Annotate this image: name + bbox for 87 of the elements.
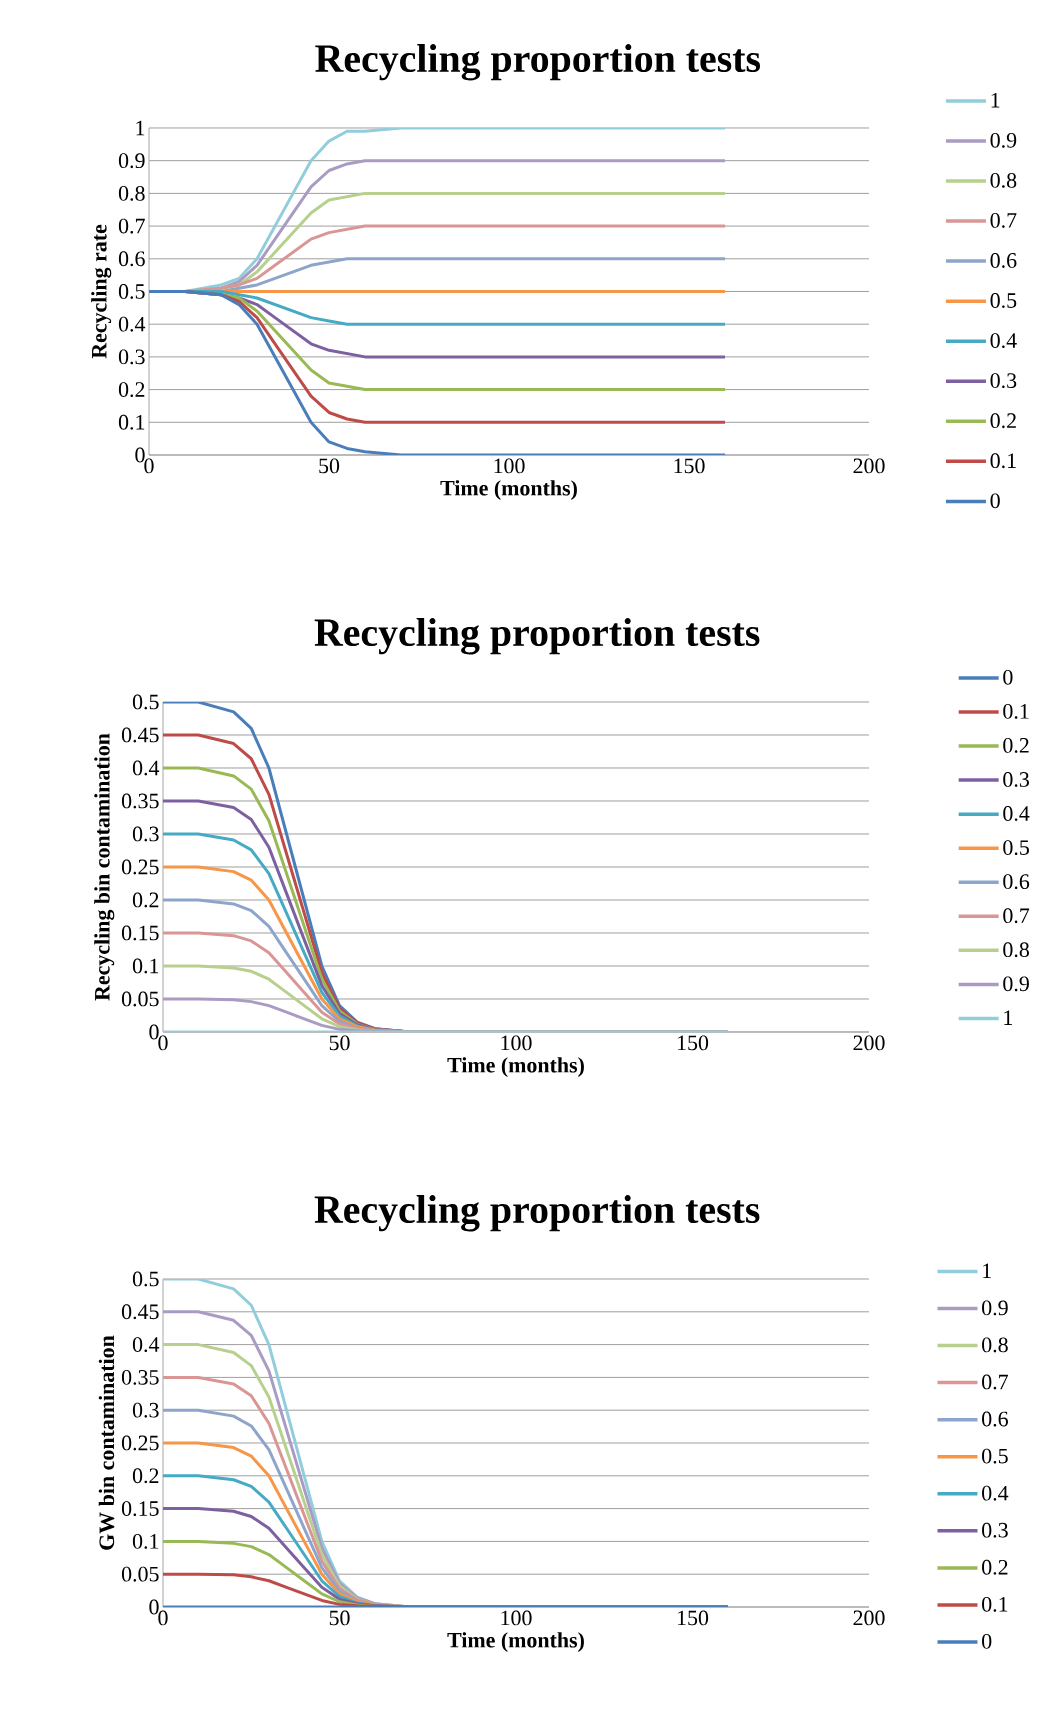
- y-tick-label: 0.8: [118, 185, 145, 201]
- x-tick-label: 150: [677, 1610, 709, 1626]
- y-tick-label: 0.5: [132, 1271, 159, 1287]
- legend-label: 0.6: [990, 253, 1017, 268]
- legend-label: 0.1: [982, 1596, 1008, 1612]
- y-tick-label: 0.7: [118, 218, 145, 234]
- y-tick-label: 0.3: [118, 349, 145, 365]
- x-tick-label: 100: [494, 458, 525, 474]
- legend-label: 0: [982, 1633, 992, 1649]
- y-tick-label: 0.3: [132, 826, 159, 842]
- legend-label: 0.5: [982, 1448, 1008, 1464]
- y-tick-label: 0: [135, 447, 145, 463]
- y-axis-title: GW bin contamination: [98, 1335, 115, 1550]
- y-tick-label: 0.4: [132, 760, 160, 776]
- y-tick-label: 0.45: [121, 1304, 159, 1320]
- y-tick-label: 0.15: [121, 925, 159, 941]
- y-tick-label: 0.2: [132, 1468, 159, 1484]
- y-axis-title: Recycling bin contamination: [94, 733, 115, 1001]
- y-tick-label: 0: [149, 1599, 159, 1615]
- y-tick-label: 0.45: [121, 727, 159, 743]
- legend-label: 1: [991, 92, 1000, 108]
- y-tick-label: 0.5: [118, 284, 145, 299]
- x-tick-label: 200: [853, 458, 885, 474]
- legend-label: 0.1: [1003, 703, 1029, 719]
- legend-label: 0.2: [1003, 737, 1029, 753]
- x-tick-label: 50: [319, 458, 340, 474]
- x-tick-label: 200: [853, 1610, 885, 1626]
- y-tick-label: 0.1: [132, 958, 159, 974]
- legend-label: 0.7: [990, 212, 1017, 228]
- x-tick-label: 50: [329, 1610, 350, 1626]
- y-tick-label: 0.15: [121, 1501, 159, 1517]
- legend-label: 0.6: [982, 1411, 1008, 1427]
- legend-label: 0.7: [1003, 908, 1030, 924]
- legend-label: 1: [1004, 1010, 1013, 1025]
- legend-label: 0.2: [982, 1559, 1008, 1575]
- legend-label: 0.9: [1003, 976, 1029, 992]
- legend-label: 0.7: [982, 1374, 1008, 1390]
- legend-label: 1: [983, 1263, 991, 1278]
- x-tick-label: 150: [674, 458, 705, 474]
- x-tick-label: 100: [501, 1610, 532, 1626]
- legend-label: 0.6: [1003, 874, 1030, 890]
- chart-title: Recycling proportion tests: [315, 44, 761, 81]
- legend-label: 0.5: [990, 293, 1017, 308]
- legend-label: 0.8: [990, 172, 1017, 188]
- x-tick-label: 150: [677, 1035, 709, 1051]
- legend-label: 0.8: [982, 1337, 1008, 1353]
- y-tick-label: 0.05: [121, 991, 159, 1007]
- legend-label: 0.4: [990, 333, 1017, 349]
- y-tick-label: 0.35: [121, 1369, 159, 1385]
- legend-label: 0.8: [1003, 942, 1029, 958]
- y-tick-label: 0.6: [118, 251, 145, 267]
- legend-label: 0.4: [1003, 806, 1030, 821]
- x-tick-label: 100: [501, 1035, 532, 1051]
- x-tick-label: 200: [853, 1035, 885, 1051]
- x-tick-label: 50: [329, 1035, 350, 1051]
- y-axis-title: Recycling rate: [91, 224, 112, 359]
- y-tick-label: 0.3: [132, 1402, 159, 1418]
- y-tick-label: 0: [149, 1024, 159, 1040]
- legend-label: 0.3: [1003, 772, 1029, 787]
- chart-title: Recycling proportion tests: [314, 618, 760, 655]
- y-tick-label: 0.4: [118, 316, 146, 332]
- legend-label: 0.3: [990, 373, 1017, 389]
- legend-label: 0.1: [990, 453, 1016, 469]
- y-tick-label: 0.05: [121, 1566, 159, 1582]
- legend-label: 0: [990, 493, 1000, 509]
- x-axis-title: Time (months): [447, 1057, 584, 1078]
- chart-title: Recycling proportion tests: [314, 1195, 760, 1232]
- y-tick-label: 0.25: [121, 1435, 159, 1451]
- y-tick-label: 0.2: [132, 892, 159, 908]
- legend-label: 0.9: [990, 132, 1017, 148]
- legend-label: 0: [1003, 669, 1013, 685]
- legend-label: 0.3: [982, 1522, 1008, 1538]
- y-tick-label: 0.9: [118, 153, 145, 169]
- y-tick-label: 1: [136, 120, 145, 136]
- legend-label: 0.5: [1003, 840, 1029, 856]
- x-axis-title: Time (months): [447, 1632, 584, 1653]
- y-tick-label: 0.4: [132, 1337, 160, 1353]
- x-axis-title: Time (months): [440, 480, 577, 501]
- y-tick-label: 0.1: [132, 1533, 159, 1549]
- y-tick-label: 0.2: [118, 382, 145, 398]
- legend-label: 0.9: [982, 1300, 1008, 1316]
- legend-label: 0.2: [990, 413, 1016, 429]
- y-tick-label: 0.5: [132, 694, 159, 710]
- y-tick-label: 0.25: [121, 859, 159, 875]
- y-tick-label: 0.1: [118, 414, 145, 430]
- legend-label: 0.4: [982, 1485, 1009, 1501]
- y-tick-label: 0.35: [121, 793, 159, 809]
